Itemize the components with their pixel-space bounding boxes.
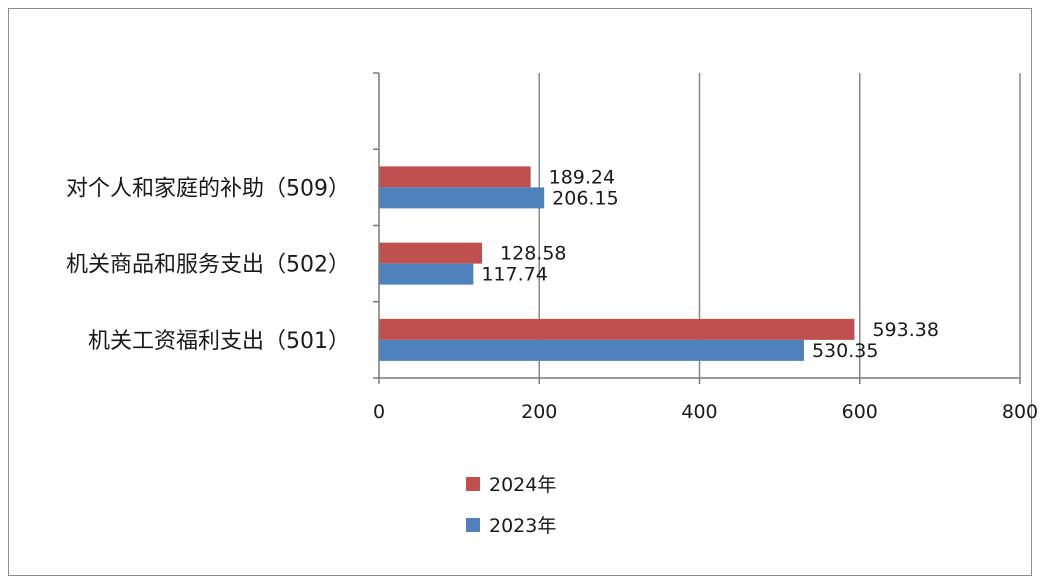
x-tick-label-600: 600 bbox=[842, 401, 878, 423]
bar-2024年-2 bbox=[379, 318, 855, 340]
legend-label-1: 2023年 bbox=[489, 515, 556, 537]
data-label: 593.38 bbox=[872, 319, 938, 341]
chart-frame bbox=[8, 8, 1032, 576]
category-label: 对个人和家庭的补助（509） bbox=[66, 176, 350, 201]
x-tick-label-800: 800 bbox=[1002, 401, 1038, 423]
x-tick-label-400: 400 bbox=[681, 401, 717, 423]
category-label: 机关工资福利支出（501） bbox=[88, 329, 350, 354]
x-tick-label-0: 0 bbox=[373, 401, 385, 423]
legend: 2024年 2023年 bbox=[466, 474, 556, 537]
legend-label-0: 2024年 bbox=[489, 474, 556, 496]
bar-2024年-0 bbox=[379, 166, 531, 188]
bars bbox=[379, 166, 855, 361]
data-label: 530.35 bbox=[812, 340, 878, 362]
bar-2023年-2 bbox=[379, 339, 804, 361]
x-tick-label-200: 200 bbox=[521, 401, 557, 423]
legend-swatch-0 bbox=[466, 477, 480, 491]
bar-2024年-1 bbox=[379, 242, 483, 264]
data-label: 206.15 bbox=[552, 187, 618, 209]
data-label: 117.74 bbox=[481, 264, 547, 286]
axes bbox=[373, 72, 1021, 384]
category-label: 机关商品和服务支出（502） bbox=[66, 253, 350, 278]
bar-2023年-1 bbox=[379, 263, 474, 285]
data-label: 128.58 bbox=[500, 243, 566, 265]
legend-swatch-1 bbox=[466, 518, 480, 532]
data-label: 189.24 bbox=[549, 166, 615, 188]
bar-2023年-0 bbox=[379, 187, 545, 209]
